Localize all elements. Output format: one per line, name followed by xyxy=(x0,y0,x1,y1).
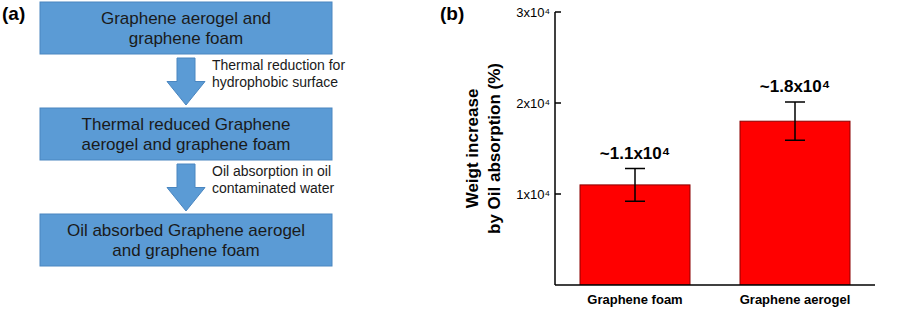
y-tick-label: 3x10⁴ xyxy=(516,5,550,20)
bars xyxy=(580,102,850,285)
bar xyxy=(740,121,850,285)
arrow-label: Thermal reduction for xyxy=(212,57,345,73)
x-tick-label: Graphene aerogel xyxy=(740,292,851,307)
flow-box xyxy=(40,2,332,54)
y-axis xyxy=(554,12,556,285)
box-text: Oil absorbed Graphene aerogel xyxy=(67,221,305,240)
figure: (a) Graphene aerogel andgraphene foam Ther… xyxy=(0,0,906,320)
y-tick xyxy=(555,193,561,195)
figure-root: (a) Graphene aerogel andgraphene foam Ther… xyxy=(0,0,906,320)
error-bar xyxy=(785,102,805,140)
flow-box xyxy=(40,214,332,266)
y-axis-label: Weigt increase xyxy=(463,89,482,209)
arrow-label: Oil absorption in oil xyxy=(212,163,331,179)
box-text: graphene foam xyxy=(129,29,243,48)
x-axis xyxy=(555,284,875,286)
panel-label: (b) xyxy=(440,3,464,24)
data-label: ~1.8x10⁴ xyxy=(760,77,830,96)
error-bar xyxy=(625,169,645,202)
flow-arrow xyxy=(167,164,205,211)
box-text: aerogel and graphene foam xyxy=(82,135,291,154)
y-tick xyxy=(555,11,561,13)
y-tick-label: 1x10⁴ xyxy=(516,187,550,202)
y-tick-label: 2x10⁴ xyxy=(516,96,550,111)
x-tick-label: Graphene foam xyxy=(587,292,682,307)
y-axis-label: by Oil absorption (%) xyxy=(485,63,504,234)
box-text: Thermal reduced Graphene xyxy=(82,115,291,134)
panel-label: (a) xyxy=(2,3,25,24)
box-text: and graphene foam xyxy=(112,241,259,260)
box-text: Graphene aerogel and xyxy=(101,9,271,28)
y-tick xyxy=(555,102,561,104)
flow-arrow xyxy=(167,58,205,105)
flow-box xyxy=(40,108,332,160)
arrow-label: hydrophobic surface xyxy=(212,74,338,90)
data-label: ~1.1x10⁴ xyxy=(600,144,670,163)
arrow-label: contaminated water xyxy=(212,180,335,196)
